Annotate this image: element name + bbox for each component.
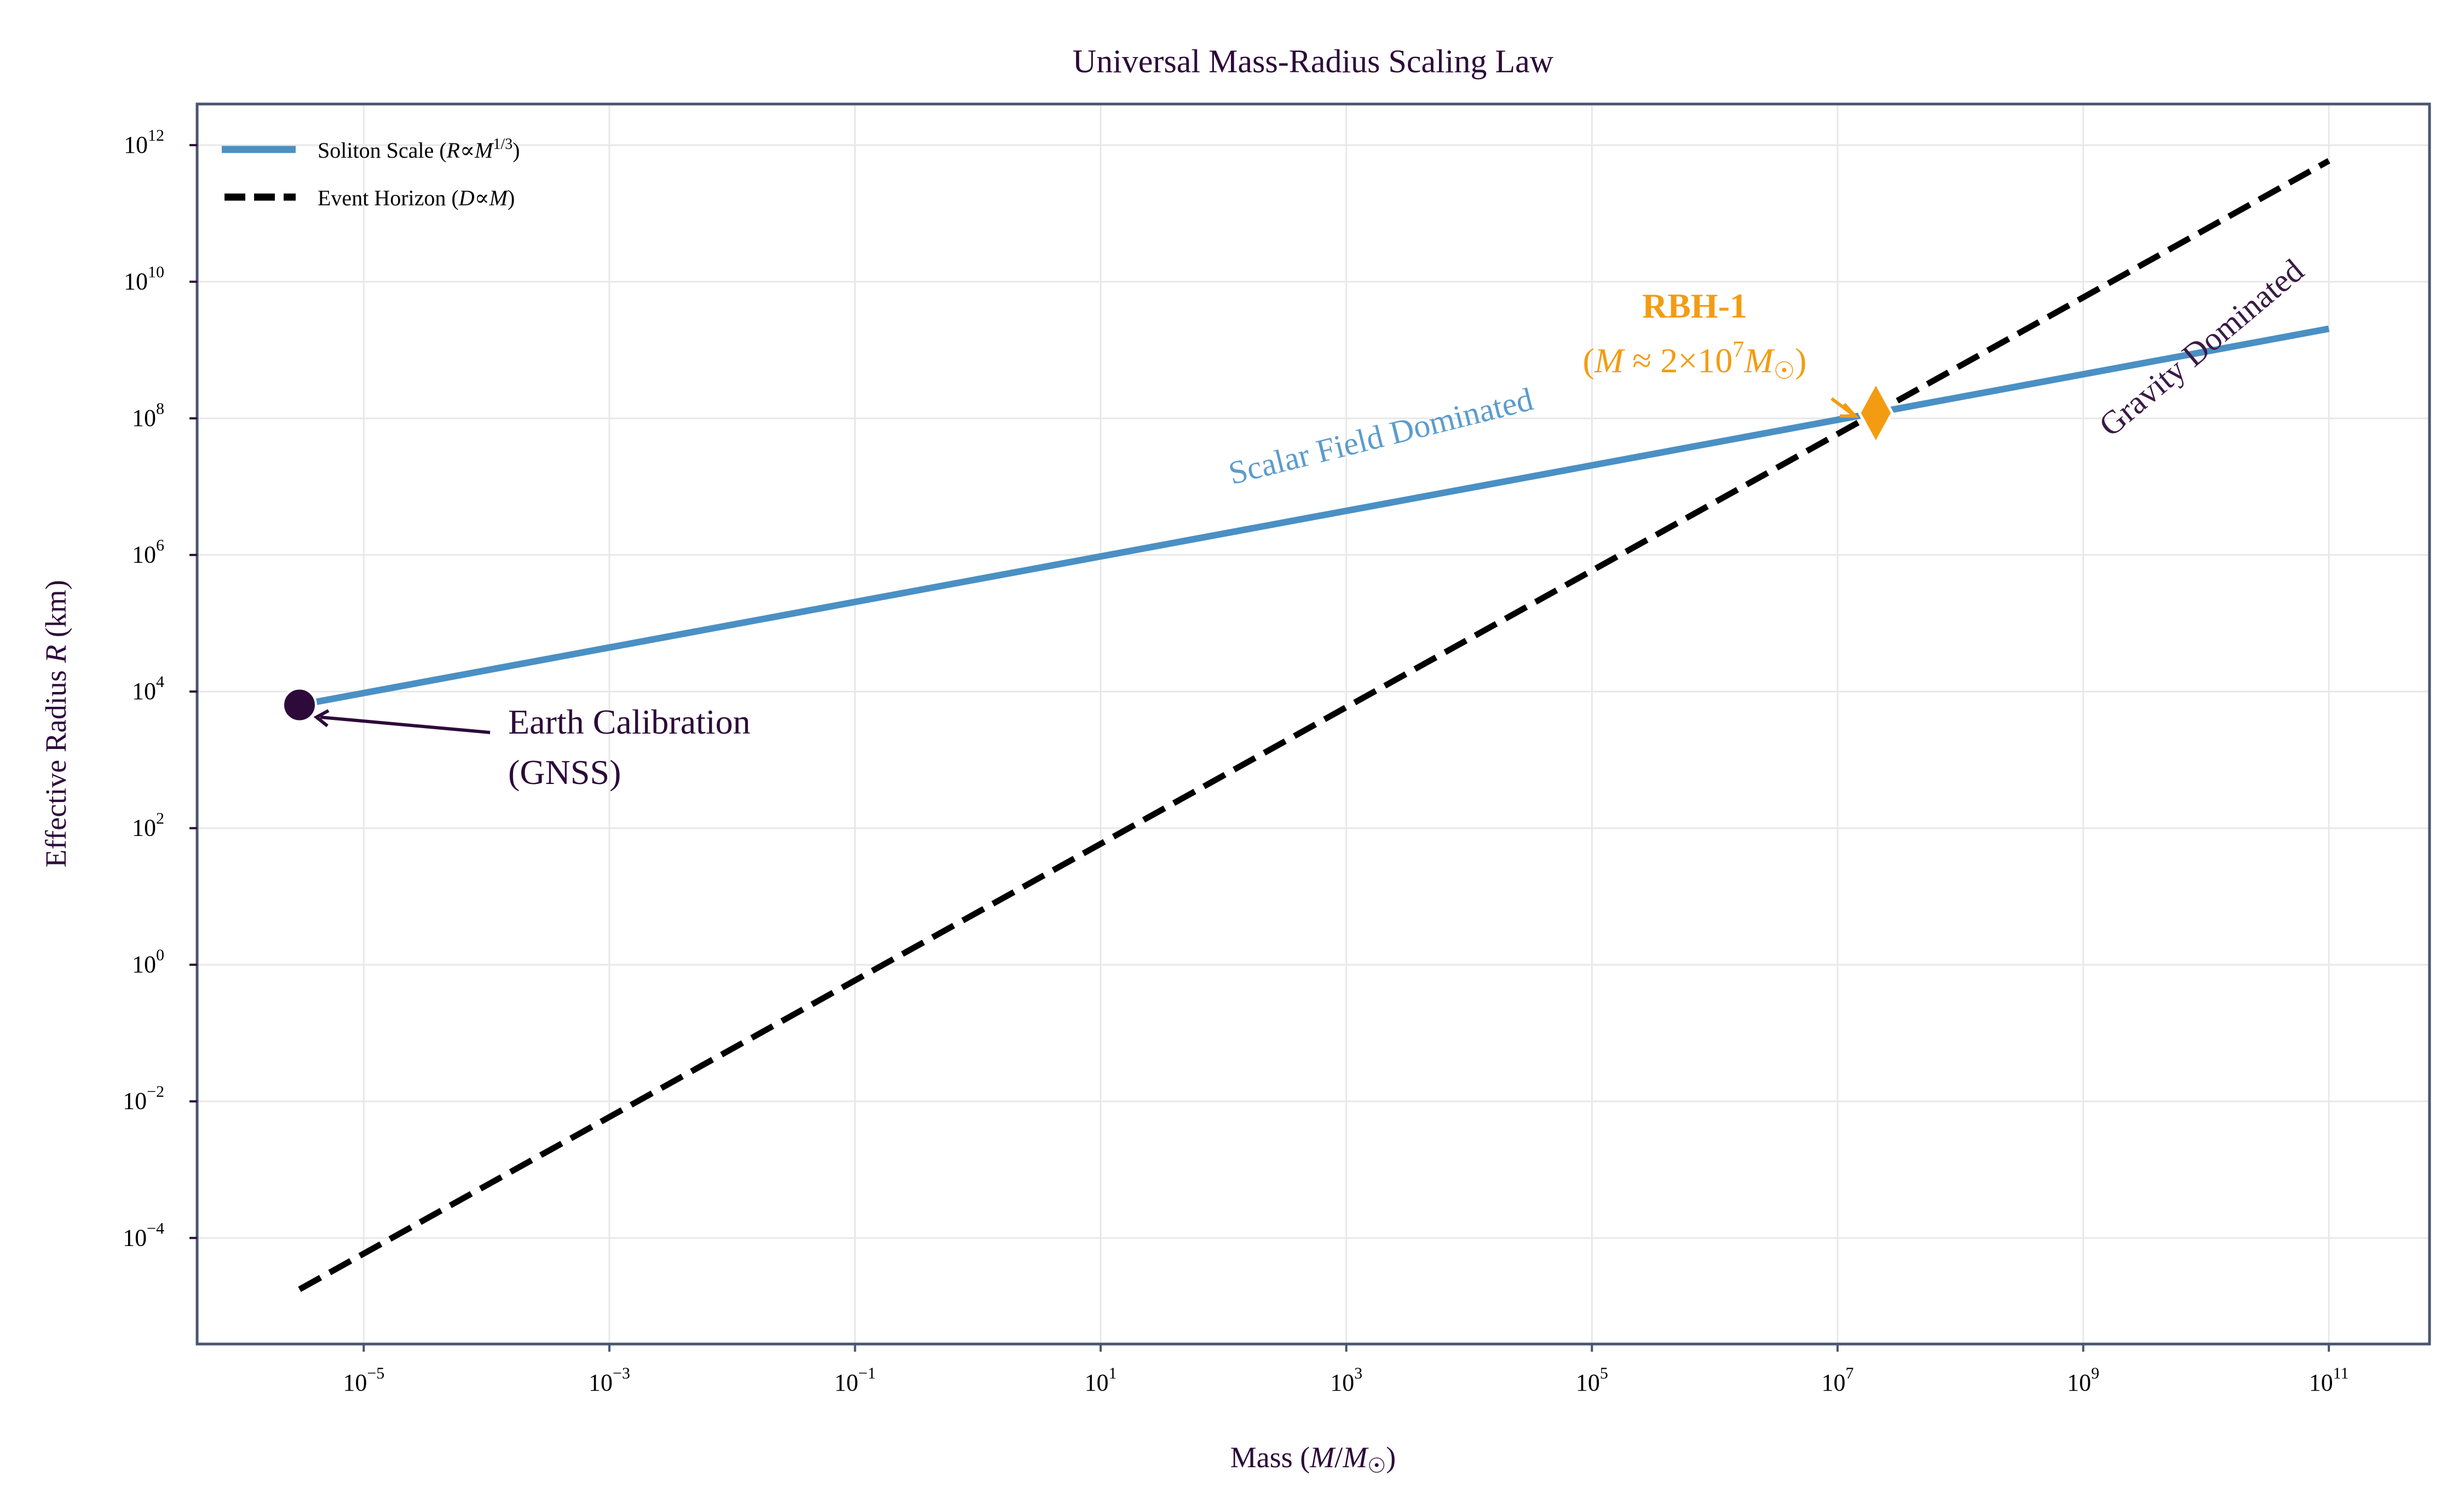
x-tick-label: 10−1: [834, 1364, 876, 1396]
x-tick-label: 10−5: [343, 1364, 384, 1396]
legend-label-soliton: Soliton Scale (R∝M1/3): [318, 136, 520, 163]
earth-label: Earth Calibration: [508, 702, 751, 741]
series-layer: [281, 158, 2330, 1292]
ticks: 10−5 10−3 10−1 101 103 105 107 109 1011 10−4 10−2 1…: [123, 126, 2349, 1396]
y-tick-label: 10−4: [123, 1219, 164, 1251]
earth-point-marker: [281, 687, 317, 723]
y-tick-label: 106: [132, 537, 164, 568]
earth-sublabel: (GNSS): [508, 753, 621, 792]
x-tick-label: 1011: [2309, 1364, 2349, 1396]
series-line-event-horizon: [298, 158, 2330, 1292]
earth-arrow: [320, 716, 491, 734]
x-tick-label: 109: [2067, 1364, 2099, 1396]
x-tick-label: 103: [1330, 1364, 1362, 1396]
y-axis-label: Effective Radius R (km): [39, 580, 72, 867]
rbh-sublabel: (M ≈ 2×107M☉): [1583, 337, 1807, 384]
y-tick-label: 1010: [124, 263, 164, 295]
rbh-arrowhead-icon: [1840, 402, 1859, 418]
rbh-point-marker: [1858, 380, 1894, 446]
x-tick-label: 101: [1085, 1364, 1117, 1396]
earth-arrowhead-icon: [313, 709, 330, 728]
chart-title: Universal Mass-Radius Scaling Law: [1073, 43, 1554, 79]
x-tick-label: 10−3: [589, 1364, 630, 1396]
x-tick-label: 107: [1821, 1364, 1853, 1396]
legend: Soliton Scale (R∝M1/3) Event Horizon (D∝…: [222, 136, 520, 210]
y-tick-label: 104: [132, 673, 164, 705]
legend-label-horizon: Event Horizon (D∝M): [318, 186, 515, 210]
axes-frame: [195, 102, 2431, 1346]
x-tick-label: 105: [1576, 1364, 1608, 1396]
series-line-soliton: [298, 325, 2330, 708]
y-tick-label: 102: [132, 810, 164, 841]
rbh-label: RBH-1: [1642, 286, 1747, 325]
y-tick-label: 1012: [124, 126, 164, 158]
y-tick-label: 10−2: [123, 1083, 164, 1115]
grid: [197, 104, 2430, 1344]
y-tick-label: 100: [132, 946, 164, 978]
y-tick-label: 108: [132, 400, 164, 431]
